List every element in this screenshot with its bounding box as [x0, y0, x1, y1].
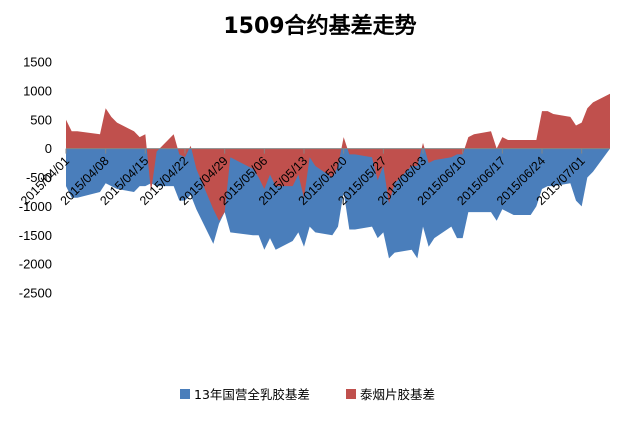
y-tick-label: 0 — [45, 141, 52, 156]
legend-swatch-2 — [346, 389, 356, 399]
legend-label-1: 13年国营全乳胶基差 — [194, 387, 310, 402]
legend-swatch-1 — [180, 389, 190, 399]
y-tick-label: -1500 — [19, 228, 52, 243]
legend-label-2: 泰烟片胶基差 — [360, 387, 435, 402]
legend: 13年国营全乳胶基差 泰烟片胶基差 — [180, 387, 435, 402]
y-tick-label: 500 — [30, 112, 52, 127]
y-tick-label: -2500 — [19, 286, 52, 301]
y-tick-label: -1000 — [19, 199, 52, 214]
y-tick-label: 1000 — [23, 83, 52, 98]
y-tick-label: -500 — [26, 170, 52, 185]
plot-areas — [66, 93, 610, 259]
y-tick-label: 1500 — [23, 55, 52, 70]
y-tick-label: -2000 — [19, 257, 52, 272]
series-area-2 — [66, 93, 610, 221]
chart-title: 1509合约基差走势 — [223, 13, 416, 39]
